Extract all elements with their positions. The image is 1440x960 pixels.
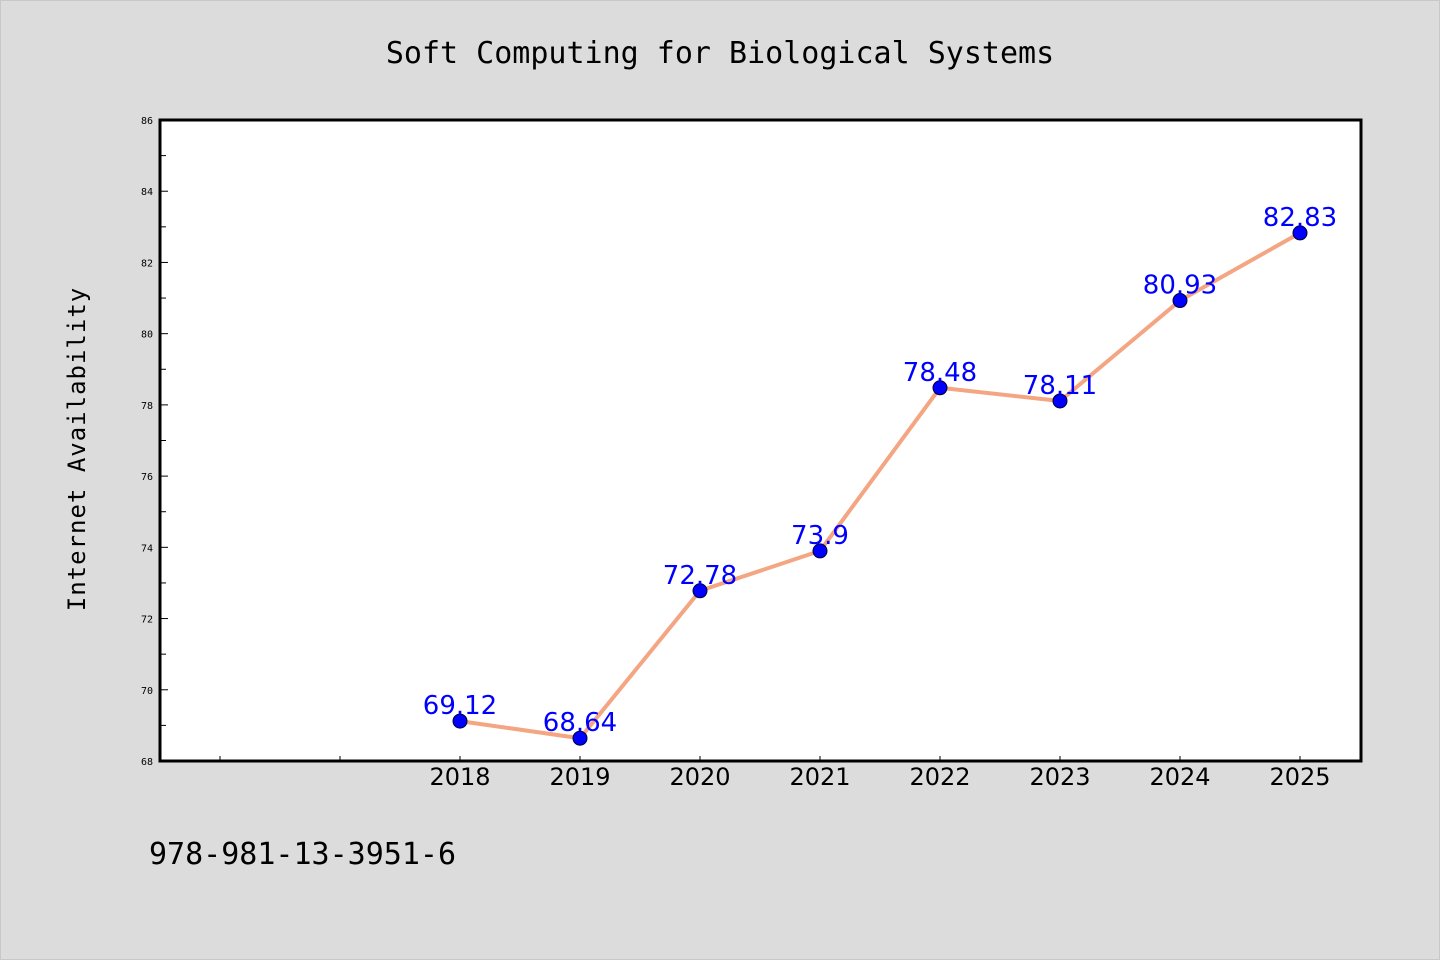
data-point — [572, 730, 588, 746]
y-tick-label: 74 — [141, 543, 153, 554]
isbn-text: 978-981-13-3951-6 — [149, 837, 456, 872]
data-labels-layer: 69.12 68.64 72.78 73.9 78.48 78.11 80.93 82.83 — [423, 203, 1337, 738]
x-tick-label: 2023 — [1029, 763, 1090, 791]
x-tick-label: 2022 — [909, 763, 970, 791]
x-tick-label: 2021 — [789, 763, 850, 791]
y-axis-ticks: 68 70 72 74 76 78 80 82 84 86 — [141, 116, 168, 768]
data-label: 78.48 — [903, 358, 977, 388]
plot-area — [158, 118, 1363, 763]
data-point — [1292, 225, 1308, 241]
data-label: 82.83 — [1263, 203, 1337, 233]
x-tick-label: 2025 — [1269, 763, 1330, 791]
y-tick-label: 68 — [141, 757, 153, 768]
data-point — [1172, 293, 1188, 309]
series-line — [459, 231, 1301, 741]
y-tick-label: 80 — [141, 330, 153, 341]
x-tick-label: 2020 — [669, 763, 730, 791]
x-tick-label: 2019 — [549, 763, 610, 791]
x-axis-ticks: 2018 2019 2020 2021 2022 2023 2024 2025 — [219, 756, 1331, 791]
data-point — [1052, 393, 1068, 409]
x-tick-label: 2024 — [1149, 763, 1210, 791]
data-label: 72.78 — [663, 561, 737, 591]
y-tick-label: 86 — [141, 116, 153, 127]
y-axis-label: Internet Availability — [63, 287, 91, 611]
y-tick-label: 76 — [141, 472, 153, 483]
data-label: 68.64 — [543, 708, 617, 738]
y-tick-label: 84 — [141, 187, 153, 198]
data-point — [932, 380, 948, 396]
data-point — [692, 583, 708, 599]
y-tick-label: 78 — [141, 401, 153, 412]
chart-title: Soft Computing for Biological Systems — [386, 36, 1054, 71]
y-tick-label: 72 — [141, 615, 153, 626]
x-tick-label: 2018 — [429, 763, 490, 791]
data-label: 69.12 — [423, 691, 497, 721]
series-layer — [452, 225, 1308, 746]
data-label: 73.9 — [791, 521, 849, 551]
data-label: 80.93 — [1143, 271, 1217, 301]
y-tick-label: 82 — [141, 258, 153, 269]
data-label: 78.11 — [1023, 371, 1097, 401]
data-point — [812, 543, 828, 559]
y-tick-label: 70 — [141, 686, 153, 697]
data-point — [452, 713, 468, 729]
